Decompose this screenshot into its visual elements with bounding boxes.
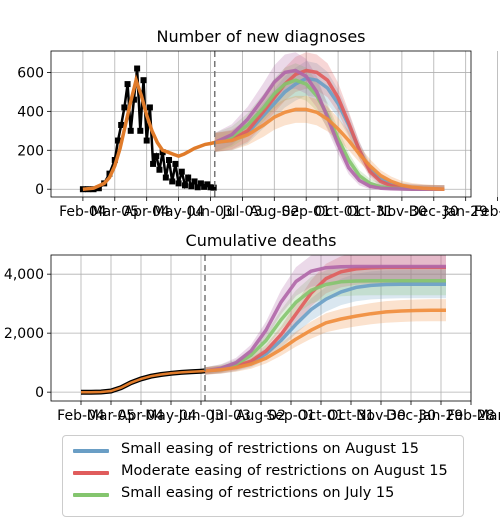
y-tick-label: 0: [35, 385, 44, 401]
x-tick-label: Sep-01: [266, 408, 315, 424]
scenario-line: [204, 278, 446, 373]
x-tick-label: Jul-03: [222, 204, 263, 220]
observed-point: [162, 174, 169, 181]
x-tick-label: Nov-30: [356, 408, 406, 424]
observed-point: [79, 186, 86, 193]
x-tick-label: Jul-03: [210, 408, 251, 424]
chart-title: Number of new diagnoses: [156, 27, 365, 46]
observed-point: [178, 168, 185, 175]
y-tick-label: 200: [17, 143, 44, 159]
x-tick-label: Oct-31: [327, 408, 374, 424]
observed-point: [124, 81, 131, 88]
y-tick-label: 2,000: [4, 326, 44, 342]
observed-point: [153, 153, 160, 160]
scenario-band: [214, 61, 445, 190]
legend-label: Moderate easing of restrictions on Augus…: [121, 463, 448, 479]
observed-point: [146, 104, 153, 111]
x-tick-label: Oct-01: [315, 204, 362, 220]
fit-line: [81, 369, 206, 394]
observed-point: [130, 96, 137, 103]
observed-point: [140, 77, 147, 84]
observed-line: [81, 368, 206, 395]
x-tick-label: Feb-04: [59, 204, 107, 220]
legend: Small easing of restrictions on August 1…: [62, 435, 464, 517]
x-tick-label: Mar-30: [477, 408, 500, 424]
x-tick-label: Jan-29: [442, 204, 487, 220]
plot-area: [81, 255, 446, 395]
observed-point: [156, 166, 163, 173]
observed-point: [150, 160, 157, 167]
observed-point: [95, 185, 102, 192]
axes-frame: [50, 254, 472, 402]
observed-line: [82, 68, 214, 191]
x-tick-label: Sep-01: [282, 204, 331, 220]
scenario-line: [204, 264, 446, 373]
legend-label: Small easing of restrictions on August 1…: [121, 441, 420, 457]
observed-point: [118, 121, 125, 128]
x-tick-label: Feb-28: [474, 204, 500, 220]
x-tick-label: May-04: [145, 408, 197, 424]
x-tick-label: Jan-29: [418, 408, 463, 424]
observed-point: [191, 178, 198, 185]
x-tick-label: Dec-30: [386, 408, 436, 424]
observed-point: [169, 178, 176, 185]
x-tick-label: Apr-04: [124, 204, 170, 220]
observed-point: [207, 184, 214, 191]
observed-point: [159, 149, 166, 156]
observed-point: [188, 183, 195, 190]
observed-point: [194, 184, 201, 191]
observed-point: [185, 174, 192, 181]
x-tick-label: Aug-02: [249, 204, 299, 220]
legend-swatch: [73, 471, 109, 475]
observed-point: [143, 137, 150, 144]
observed-point: [197, 180, 204, 187]
y-tick-label: 4,000: [4, 267, 44, 283]
scenario-line: [214, 107, 445, 191]
x-tick-label: Aug-02: [236, 408, 286, 424]
x-tick-label: Jun-03: [178, 408, 224, 424]
x-tick-label: Feb-04: [57, 408, 105, 424]
figure-canvas: Number of new diagnoses0200400600Feb-04M…: [4, 27, 500, 424]
legend-label: Small easing of restrictions on July 15: [121, 485, 395, 501]
scenario-line: [204, 308, 446, 373]
x-tick-label: Mar-05: [91, 204, 139, 220]
scenario-band: [205, 266, 446, 375]
observed-point: [134, 65, 141, 72]
observed-point: [201, 183, 208, 190]
x-tick-label: Mar-05: [87, 408, 135, 424]
x-tick-label: Feb-28: [447, 408, 495, 424]
observed-point: [121, 104, 128, 111]
observed-point: [172, 160, 179, 167]
panel-new-diagnoses: Number of new diagnoses0200400600Feb-04M…: [17, 27, 500, 220]
observed-point: [175, 180, 182, 187]
scenario-line: [213, 68, 445, 191]
legend-swatch: [73, 449, 109, 453]
plot-area: [79, 52, 445, 193]
observed-point: [210, 184, 217, 191]
chart-title: Cumulative deaths: [186, 231, 337, 250]
fit-line: [82, 74, 216, 191]
x-tick-label: Apr-04: [118, 408, 164, 424]
y-tick-label: 400: [17, 104, 44, 120]
observed-point: [127, 127, 134, 134]
observed-point: [114, 137, 121, 144]
axes-frame: [50, 50, 472, 198]
x-tick-label: May-04: [153, 204, 205, 220]
x-tick-label: Nov-30: [377, 204, 427, 220]
x-tick-label: Jun-03: [187, 204, 233, 220]
legend-swatch: [73, 493, 109, 497]
observed-point: [137, 127, 144, 134]
observed-point: [166, 157, 173, 164]
observed-point: [181, 182, 188, 189]
y-tick-label: 600: [17, 65, 44, 81]
y-tick-label: 0: [35, 182, 44, 198]
x-tick-label: Oct-01: [297, 408, 344, 424]
x-tick-label: Oct-31: [346, 204, 393, 220]
scenario-band: [205, 270, 446, 375]
x-tick-label: Dec-30: [409, 204, 459, 220]
panel-cumulative-deaths: Cumulative deaths 0 2,000 4,000 Feb-04Mar-05…: [4, 231, 500, 424]
observed-point: [204, 181, 211, 188]
